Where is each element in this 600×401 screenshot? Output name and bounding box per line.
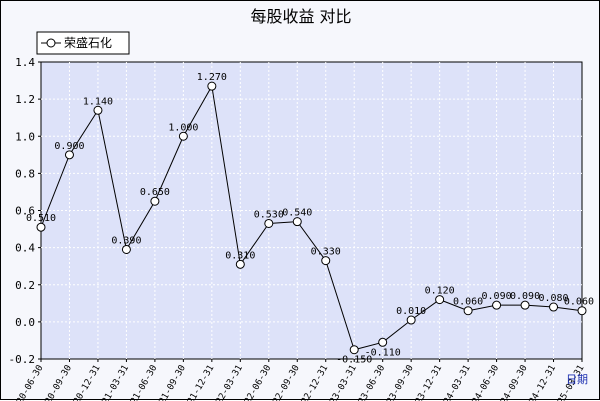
data-point [322,257,330,265]
x-tick-label: 2020-06-30 [10,364,46,401]
data-label: 1.270 [197,72,227,83]
data-point [350,346,358,354]
data-point [436,296,444,304]
legend-marker-swatch [47,39,55,47]
data-point [37,223,45,231]
data-point [407,316,415,324]
data-label: 0.060 [564,297,594,308]
data-label: 0.010 [396,306,426,317]
data-label: 0.900 [54,141,84,152]
data-label: 0.540 [282,208,312,219]
data-label: 0.510 [26,213,56,224]
data-point [122,245,130,253]
data-point [265,219,273,227]
data-label: 0.390 [111,235,141,246]
data-label: -0.110 [365,347,401,358]
y-tick-label: 1.4 [15,56,35,69]
data-label: 1.140 [83,96,113,107]
y-tick-label: 0.0 [15,316,35,329]
data-point [550,303,558,311]
data-point [151,197,159,205]
data-point [521,301,529,309]
data-point [578,307,586,315]
data-point [493,301,501,309]
data-point [293,218,301,226]
data-point [236,260,244,268]
y-tick-label: 0.4 [15,242,35,255]
x-axis-caption: 日期 [566,373,588,386]
data-point [179,132,187,140]
y-tick-label: 0.8 [15,167,35,180]
plot-area: -0.20.00.20.40.60.81.01.21.42020-06-3020… [9,56,595,401]
data-label: 0.090 [482,291,512,302]
data-point [464,307,472,315]
data-label: 0.310 [225,250,255,261]
data-label: 0.650 [140,187,170,198]
data-point [65,151,73,159]
data-point [379,338,387,346]
chart-title: 每股收益 对比 [250,7,351,26]
legend-entry: 荣盛石化 [64,35,112,50]
data-label: 1.000 [168,122,198,133]
data-label: 0.330 [311,247,341,258]
data-label: 0.060 [453,297,483,308]
data-label: 0.530 [254,209,284,220]
data-point [208,82,216,90]
data-point [94,106,102,114]
data-label: 0.120 [425,286,455,297]
data-label: 0.090 [510,291,540,302]
y-tick-label: 1.0 [15,130,35,143]
y-tick-label: 1.2 [15,93,35,106]
y-tick-label: -0.2 [9,353,36,366]
y-tick-label: 0.2 [15,279,35,292]
